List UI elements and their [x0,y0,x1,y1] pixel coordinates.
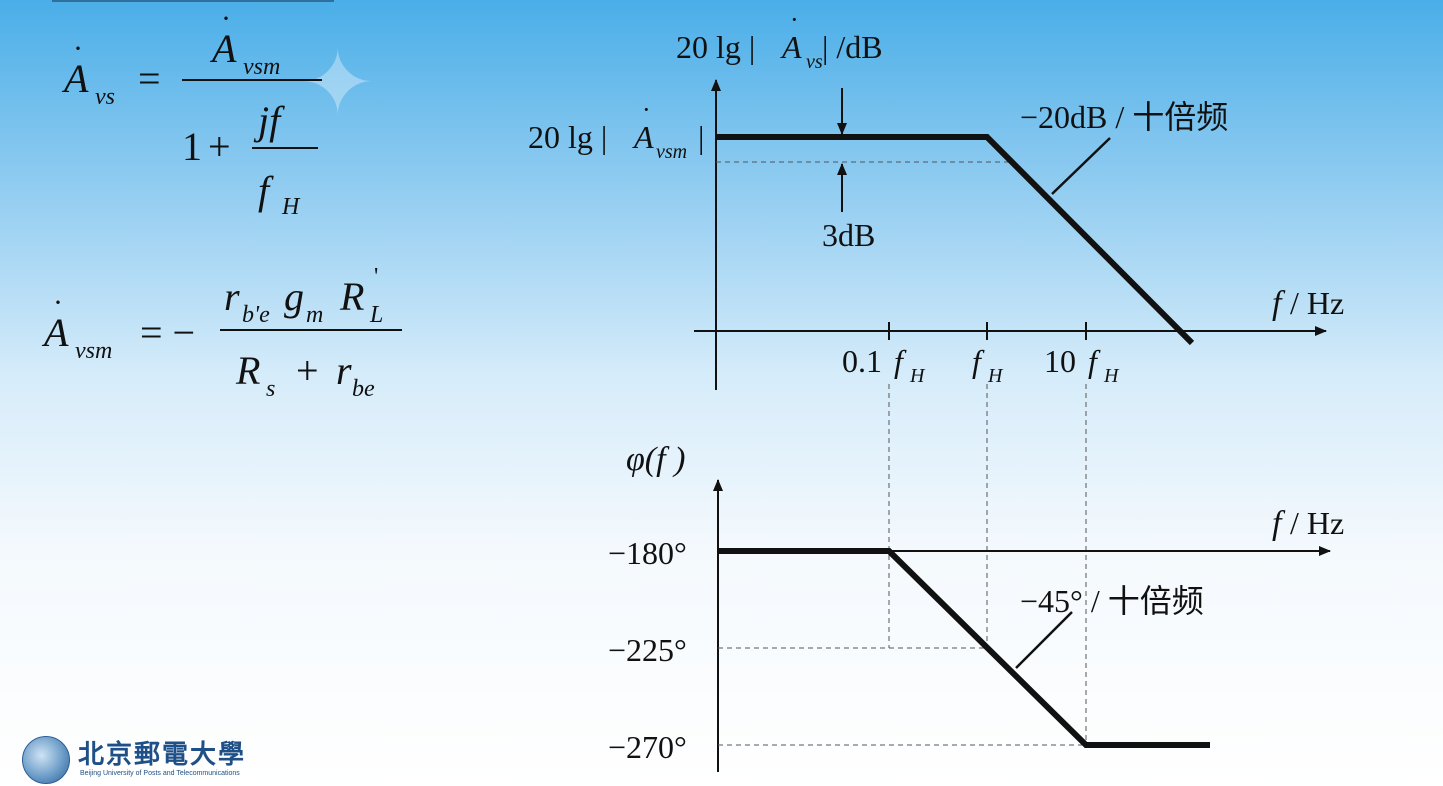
formula1-den-plus: + [208,124,231,169]
magnitude-y-label-post: | /dB [822,29,883,65]
university-name: 北京郵電大學 [78,740,247,770]
formula2-num-R-subscript: L [369,302,383,328]
formula1-den-one: 1 [182,124,202,169]
formula2-num-R: R [339,274,364,319]
formula2-den-R-subscript: s [266,376,275,402]
university-emblem-icon [22,736,70,784]
magnitude-response-curve [716,134,1195,346]
formula2-equals-minus: = − [140,310,195,355]
formula1-lhs-symbol: A [61,56,89,101]
dot-accent: · [790,5,799,34]
formula2-num-r: r [224,274,240,319]
formula2-den-R: R [235,348,260,393]
formula2-num-R-prime: ' [374,264,378,290]
dot-accent: · [221,2,231,35]
phase-slope-pointer [1015,611,1073,669]
magnitude-y-label-symbol: A [780,29,802,65]
university-logo: 北京郵電大學 Beijing University of Posts and T… [22,734,282,784]
university-name-english: Beijing University of Posts and Telecomm… [80,770,240,777]
tick-label-10fh-prefix: 10 [1044,343,1076,379]
magnitude-y-label-pre: 20 lg | [676,29,755,65]
phase-tick-minus-180: −180° [608,535,687,571]
drop-label-3db: 3dB [822,217,875,253]
formula-avs: A · vs = A · vsm 1 + jf f H [61,2,322,220]
formula2-den-r: r [336,348,352,393]
magnitude-x-label-f: f [1272,285,1286,322]
equals-sign: = [138,56,161,101]
formula2-lhs-subscript: vsm [75,338,112,364]
magnitude-plot: 20 lg | · A vs | /dB 20 lg | · A vsm | 3… [528,5,1344,390]
formula2-num-r-subscript: b'e [242,302,270,328]
phase-slope-label: −45° / 十倍频 [1020,583,1204,619]
formula1-den-numerator: jf [253,98,285,143]
phase-tick-minus-270: −270° [608,729,687,765]
dot-accent: · [642,95,651,124]
formula-avsm: A · vsm = − r b'e g m R L ' R s + r be [41,264,402,402]
tick-label-fh-subscript: H [987,365,1004,387]
formula2-den-plus: + [296,348,319,393]
frequency-guides [888,384,1087,745]
magnitude-slope-label: −20dB / 十倍频 [1020,99,1228,135]
magnitude-level-label-subscript: vsm [656,141,687,163]
slope-pointer [1051,137,1111,195]
magnitude-y-label-subscript: vs [806,51,823,73]
magnitude-level-label-symbol: A [632,119,654,155]
tick-label-10fh-symbol: f [1088,343,1101,379]
phase-y-label: φ(f ) [626,441,685,478]
title-underline [52,0,334,2]
formula2-den-r-subscript: be [352,376,375,402]
magnitude-level-label-pre: 20 lg | [528,119,607,155]
magnitude-x-label-unit: / Hz [1290,285,1344,321]
formula2-num-g-subscript: m [306,302,323,328]
phase-x-label-unit: / Hz [1290,505,1344,541]
phase-plot: φ(f ) f / Hz −180° −225° −270° −45° / 十倍… [608,441,1344,772]
tick-label-0p1fh-symbol: f [894,343,907,379]
formula1-lhs-subscript: vs [95,84,115,110]
formula1-num-subscript: vsm [243,54,280,80]
dot-accent: · [73,32,83,65]
phase-x-label-f: f [1272,505,1286,542]
phase-response-curve [718,548,1210,748]
magnitude-level-label-post: | [698,119,704,155]
formula2-num-g: g [284,274,304,319]
tick-label-0p1fh-prefix: 0.1 [842,343,882,379]
formula1-num-symbol: A [209,26,237,71]
formula1-den-denominator: f [258,168,274,213]
tick-label-fh-symbol: f [972,343,985,379]
background-star: ✦ [300,35,376,134]
phase-tick-minus-225: −225° [608,632,687,668]
tick-label-10fh-subscript: H [1103,365,1120,387]
dot-accent: · [53,286,63,319]
formula2-lhs-symbol: A [41,310,69,355]
tick-label-0p1fh-subscript: H [909,365,926,387]
formula1-den-denominator-subscript: H [281,194,301,220]
